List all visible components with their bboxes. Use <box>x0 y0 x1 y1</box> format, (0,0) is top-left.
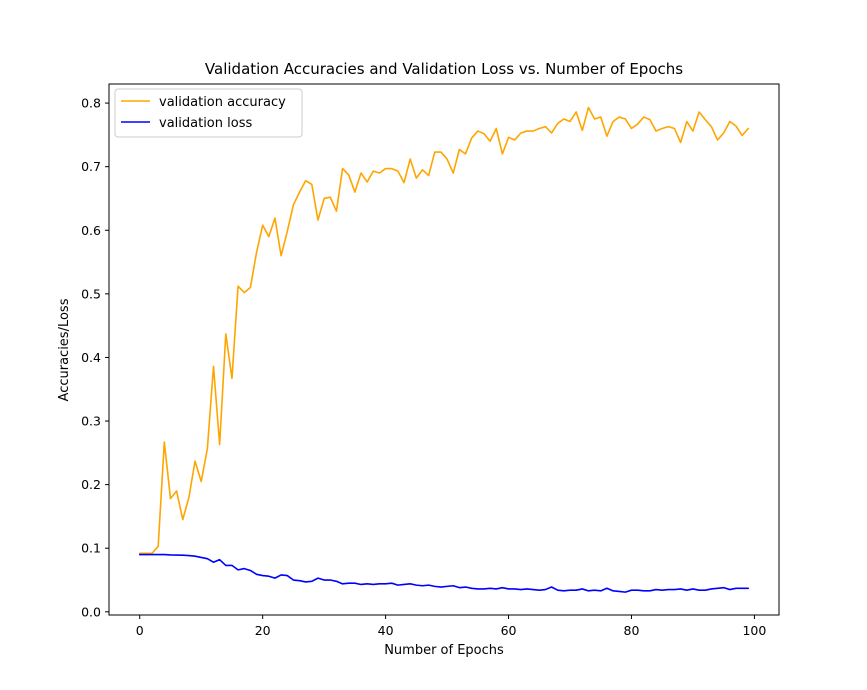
y-tick-label: 0.7 <box>81 159 101 174</box>
series-layer <box>138 106 750 593</box>
x-tick-label: 40 <box>378 623 394 638</box>
x-tick-label: 60 <box>501 623 517 638</box>
y-tick-label: 0.6 <box>81 223 101 238</box>
legend: validation accuracy validation loss <box>114 88 303 138</box>
series-line-validation-loss <box>138 553 750 593</box>
y-tick-label: 0.1 <box>81 541 101 556</box>
y-tick-label: 0.4 <box>81 350 101 365</box>
x-tick-label: 100 <box>742 623 766 638</box>
x-tick-label: 20 <box>255 623 271 638</box>
chart-title: Validation Accuracies and Validation Los… <box>205 60 683 78</box>
y-tick-label: 0.0 <box>81 604 101 619</box>
series-line-validation-accuracy <box>138 106 750 555</box>
y-axis-label: Accuracies/Loss <box>57 298 72 401</box>
ticks-layer: 0 20 40 60 80 100 0.0 0.1 0.2 0.3 0.4 0.5 0.6 0.7 0.8 <box>81 96 766 638</box>
x-tick-label: 80 <box>624 623 640 638</box>
y-tick-label: 0.3 <box>81 414 101 429</box>
y-tick-label: 0.2 <box>81 477 101 492</box>
x-axis-label: Number of Epochs <box>384 643 504 658</box>
plot-frame <box>108 83 780 616</box>
y-tick-label: 0.8 <box>81 96 101 111</box>
legend-label-validation-loss: validation loss <box>159 116 252 131</box>
legend-box <box>114 88 303 138</box>
y-tick-label: 0.5 <box>81 286 101 301</box>
x-tick-label: 0 <box>136 623 144 638</box>
legend-label-validation-accuracy: validation accuracy <box>159 95 286 110</box>
